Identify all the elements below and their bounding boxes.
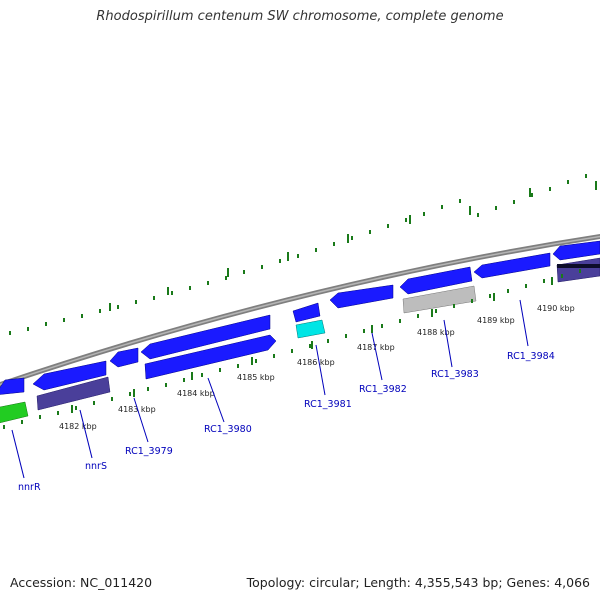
- accession-text: Accession: NC_011420: [10, 575, 153, 590]
- gene-label-RC1-3981[interactable]: RC1_3981: [304, 399, 352, 410]
- topology-text: Topology: circular; Length: 4,355,543 bp…: [246, 575, 590, 590]
- kbp-label: 4189 kbp: [477, 316, 515, 325]
- inner-features: [0, 257, 600, 424]
- gene-feature[interactable]: [473, 252, 551, 279]
- inner-major-ticks: [71, 277, 553, 413]
- gene-feature[interactable]: [32, 360, 107, 391]
- kbp-label: 4184 kbp: [177, 389, 215, 398]
- gene-feature[interactable]: [399, 266, 473, 295]
- gene-label-RC1-3979[interactable]: RC1_3979: [125, 446, 173, 457]
- gene-leader-lines: [11, 299, 529, 479]
- gene-feature[interactable]: [292, 302, 321, 323]
- gene-label-nnrS[interactable]: nnrS: [85, 461, 107, 472]
- gene-label-RC1-3983[interactable]: RC1_3983: [431, 369, 479, 380]
- kbp-label: 4186 kbp: [297, 358, 335, 367]
- inner-tick-row: [3, 269, 581, 429]
- misc-feature[interactable]: [36, 376, 111, 411]
- gene-feature[interactable]: [109, 347, 139, 368]
- misc-feature[interactable]: [556, 257, 600, 283]
- outer-major-ticks: [109, 181, 597, 311]
- gene-label-RC1-3984[interactable]: RC1_3984: [507, 351, 555, 362]
- gene-feature[interactable]: [140, 314, 271, 360]
- pseudo-feature[interactable]: [402, 285, 477, 314]
- kbp-label: 4182 kbp: [59, 422, 97, 431]
- gene-feature[interactable]: [0, 377, 25, 395]
- kbp-scale: 4182 kbp 4183 kbp 4184 kbp 4185 kbp 4186…: [59, 304, 575, 431]
- gene-feature[interactable]: [144, 334, 277, 380]
- gene-label-RC1-3982[interactable]: RC1_3982: [359, 384, 407, 395]
- outer-tick-row: [9, 174, 587, 335]
- kbp-label: 4187 kbp: [357, 343, 395, 352]
- kbp-label: 4183 kbp: [118, 405, 156, 414]
- map-title: Rhodospirillum centenum SW chromosome, c…: [96, 9, 504, 24]
- gene-feature[interactable]: [552, 240, 600, 261]
- kbp-label: 4190 kbp: [537, 304, 575, 313]
- forward-genes: [0, 240, 600, 395]
- gene-labels: nnrR nnrS RC1_3979 RC1_3980 RC1_3981 RC1…: [18, 351, 555, 493]
- gene-label-nnrR[interactable]: nnrR: [18, 482, 41, 493]
- rna-feature[interactable]: [0, 401, 29, 424]
- gene-label-RC1-3980[interactable]: RC1_3980: [204, 424, 252, 435]
- cyan-feature[interactable]: [295, 319, 326, 339]
- kbp-label: 4185 kbp: [237, 373, 275, 382]
- gene-feature[interactable]: [329, 284, 394, 309]
- kbp-label: 4188 kbp: [417, 328, 455, 337]
